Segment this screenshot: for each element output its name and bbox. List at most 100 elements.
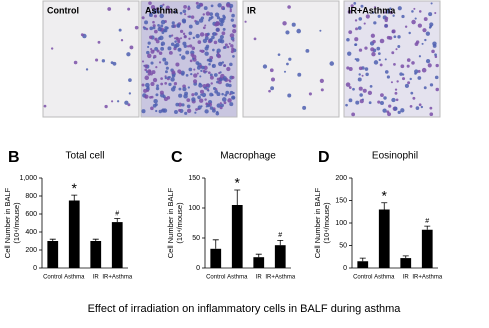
cell-dot: [358, 86, 363, 91]
cell-dot: [198, 18, 204, 23]
x-tick-label: IR+Asthma: [102, 275, 133, 281]
cell-dot: [305, 48, 310, 53]
cell-dot: [355, 58, 360, 62]
cell-dot: [229, 9, 232, 13]
cell-dot: [187, 86, 190, 89]
cell-dot: [158, 51, 163, 55]
cell-dot: [373, 60, 379, 65]
bar: [68, 200, 80, 268]
cell-dot: [219, 39, 225, 44]
cell-dot: [391, 97, 396, 103]
x-tick-label: IR: [93, 275, 100, 281]
y-tick-label: 0: [343, 265, 347, 272]
cell-dot: [186, 98, 191, 102]
cell-dot: [157, 36, 162, 41]
panel-letter: C: [171, 149, 183, 166]
cell-dot: [228, 42, 231, 45]
cell-dot: [167, 46, 172, 51]
cell-dot: [226, 3, 231, 8]
cell-dot: [144, 20, 149, 25]
cell-dot: [196, 72, 199, 75]
x-tick-label: IR: [403, 275, 410, 281]
cell-dot: [355, 27, 359, 31]
cell-dot: [379, 63, 383, 67]
cell-dot: [205, 83, 210, 87]
cell-dot: [147, 45, 150, 49]
cell-dot: [253, 37, 257, 41]
cell-dot: [183, 4, 187, 9]
cell-dot: [216, 16, 221, 20]
cell-dot: [154, 29, 158, 34]
cell-dot: [425, 59, 431, 64]
cell-dot: [204, 98, 207, 101]
cell-dot: [160, 19, 166, 25]
cell-dot: [345, 103, 348, 107]
cell-dot: [346, 38, 350, 42]
cell-dot: [176, 37, 181, 42]
cell-dot: [216, 51, 219, 54]
cell-dot: [211, 93, 214, 97]
cell-dot: [214, 12, 220, 17]
cell-dot: [210, 82, 213, 85]
cell-dot: [434, 53, 437, 57]
cell-dot: [144, 68, 148, 72]
cell-dot: [134, 25, 139, 30]
cell-dot: [175, 42, 180, 48]
cell-dot: [188, 31, 193, 36]
y-tick-label: 0: [196, 265, 200, 272]
cell-dot: [193, 73, 198, 78]
cell-dot: [43, 104, 47, 108]
cell-dot: [224, 43, 228, 47]
cell-dot: [353, 2, 357, 5]
cell-dot: [202, 26, 206, 30]
cell-dot: [231, 13, 235, 18]
cell-dot: [417, 76, 422, 80]
cell-dot: [396, 80, 399, 83]
cell-dot: [168, 10, 172, 14]
cell-dot: [399, 72, 403, 76]
x-tick-label: IR+Asthma: [265, 275, 296, 281]
cell-dot: [155, 39, 160, 44]
cell-dot: [376, 46, 381, 51]
cell-dot: [432, 44, 437, 48]
cell-dot: [364, 67, 369, 71]
cell-dot: [153, 54, 157, 59]
cell-dot: [231, 75, 235, 80]
cell-dot: [358, 17, 363, 21]
cell-dot: [160, 24, 164, 28]
cell-dot: [370, 33, 376, 38]
cell-dot: [177, 69, 182, 74]
y-tick-label: 150: [335, 197, 347, 204]
cell-dot: [188, 37, 191, 40]
cell-dot: [152, 77, 158, 83]
cell-dot: [215, 111, 220, 116]
x-tick-label: Control: [353, 275, 372, 281]
cell-dot: [151, 70, 156, 75]
cell-dot: [392, 14, 395, 17]
cell-dot: [291, 22, 296, 27]
cell-dot: [168, 76, 171, 79]
cell-dot: [97, 40, 101, 44]
cell-dot: [221, 92, 224, 96]
cell-dot: [394, 88, 398, 91]
cell-dot: [150, 106, 154, 111]
y-axis-label: (10⁴/mouse): [12, 202, 21, 244]
cell-dot: [146, 6, 150, 10]
cell-dot: [191, 93, 195, 97]
panel-letter: D: [318, 149, 330, 166]
cell-dot: [50, 47, 54, 50]
cell-dot: [393, 62, 396, 66]
cell-dot: [200, 69, 203, 73]
cell-dot: [230, 18, 234, 22]
cell-dot: [212, 31, 217, 37]
y-axis-label: Cell Number in BALF: [313, 187, 322, 258]
cell-dot: [202, 13, 206, 16]
cell-dot: [368, 101, 372, 105]
cell-dot: [152, 49, 155, 52]
cell-dot: [208, 71, 211, 75]
cell-dot: [391, 29, 396, 34]
cell-dot: [218, 71, 221, 75]
cell-dot: [150, 61, 154, 65]
cell-dot: [199, 49, 202, 53]
cell-dot: [95, 58, 99, 62]
